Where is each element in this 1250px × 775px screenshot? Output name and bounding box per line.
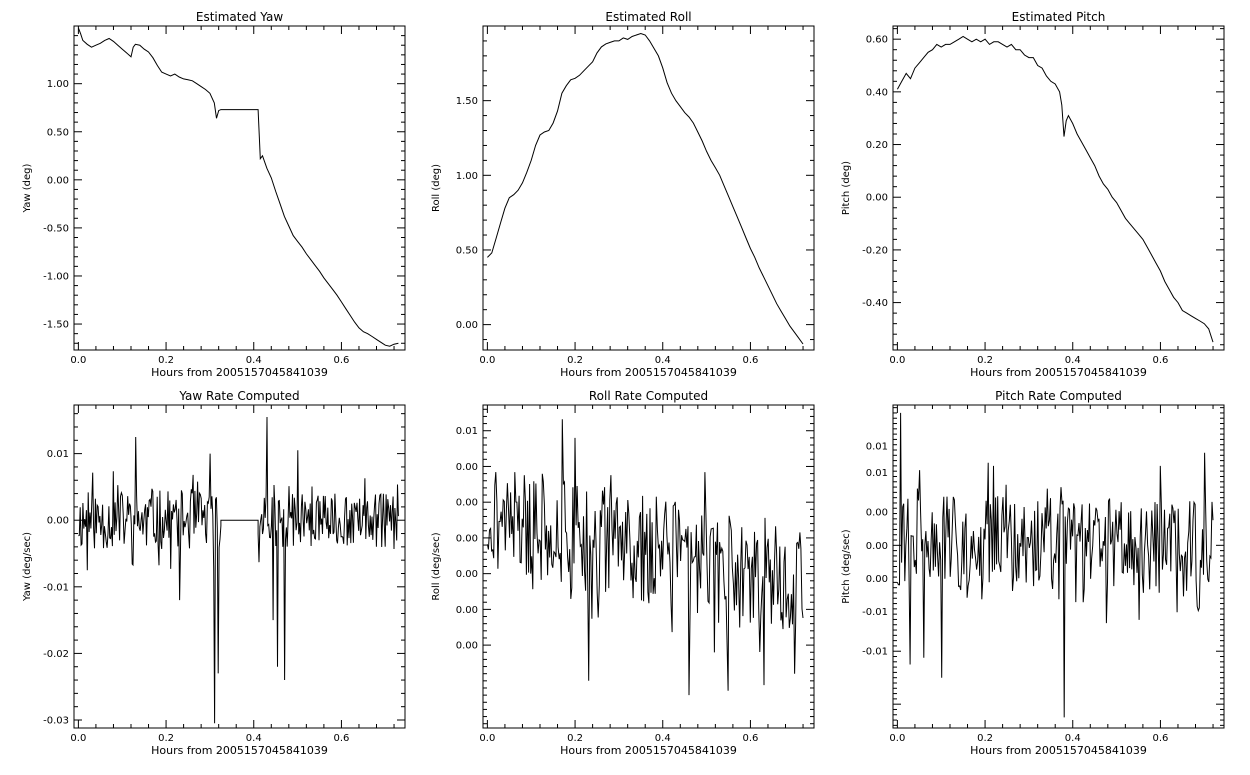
y-tick-label: 0.00 — [866, 541, 888, 552]
y-tick-label: 0.00 — [866, 574, 888, 585]
x-tick-label: 0.6 — [333, 355, 349, 366]
y-axis-label: Pitch (deg/sec) — [841, 529, 852, 604]
y-tick-label: 0.00 — [456, 498, 478, 509]
series-line — [77, 27, 399, 347]
x-axis-label: Hours from 2005157045841039 — [970, 744, 1147, 757]
y-tick-label: 0.01 — [866, 442, 888, 453]
x-tick-label: 0.0 — [479, 355, 495, 366]
chart-title: Roll Rate Computed — [589, 389, 708, 403]
x-tick-label: 0.0 — [479, 733, 495, 744]
x-tick-label: 0.4 — [1065, 733, 1081, 744]
y-axis-label: Yaw (deg/sec) — [22, 532, 33, 602]
x-tick-label: 0.0 — [70, 733, 86, 744]
y-tick-label: 0.01 — [47, 449, 69, 460]
y-tick-label: -0.50 — [43, 223, 69, 234]
y-tick-label: 1.50 — [456, 96, 478, 107]
chart-panel-5: Roll Rate Computed Hours from 20051570458… — [431, 389, 815, 757]
series-line — [896, 35, 1214, 343]
x-tick-label: 0.2 — [567, 355, 583, 366]
x-tick-label: 0.6 — [742, 733, 758, 744]
x-tick-label: 0.4 — [246, 733, 262, 744]
x-axis-label: Hours from 2005157045841039 — [560, 366, 737, 379]
chart-panel-3: Estimated Pitch Hours from 20051570458410… — [841, 10, 1225, 379]
x-tick-label: 0.4 — [246, 355, 262, 366]
y-tick-label: 0.60 — [866, 35, 888, 46]
y-tick-label: 0.01 — [456, 426, 478, 437]
x-tick-label: 0.0 — [889, 355, 905, 366]
plot-frame — [73, 404, 406, 729]
y-tick-label: 0.00 — [47, 516, 69, 527]
x-tick-label: 0.6 — [742, 355, 758, 366]
x-tick-label: 0.2 — [977, 733, 993, 744]
y-tick-label: -0.03 — [43, 716, 69, 727]
y-axis-label: Pitch (deg) — [841, 161, 852, 215]
y-tick-label: 1.00 — [47, 79, 69, 90]
y-tick-label: 0.00 — [456, 605, 478, 616]
y-tick-label: -0.02 — [43, 649, 69, 660]
chart-title: Pitch Rate Computed — [995, 389, 1122, 403]
x-axis-label: Hours from 2005157045841039 — [151, 744, 328, 757]
y-tick-label: 0.50 — [47, 127, 69, 138]
x-tick-label: 0.2 — [158, 733, 174, 744]
y-tick-label: 0.20 — [866, 140, 888, 151]
x-axis-label: Hours from 2005157045841039 — [560, 744, 737, 757]
x-tick-label: 0.4 — [655, 733, 671, 744]
x-axis-label: Hours from 2005157045841039 — [151, 366, 328, 379]
series-line — [487, 32, 804, 345]
x-tick-label: 0.4 — [655, 355, 671, 366]
x-tick-label: 0.6 — [333, 733, 349, 744]
x-tick-label: 0.2 — [567, 733, 583, 744]
x-tick-label: 0.6 — [1152, 733, 1168, 744]
x-tick-label: 0.0 — [70, 355, 86, 366]
y-tick-label: 0.00 — [456, 641, 478, 652]
chart-title: Estimated Yaw — [196, 10, 283, 24]
y-tick-label: 0.00 — [456, 569, 478, 580]
x-tick-label: 0.2 — [158, 355, 174, 366]
series-line — [78, 416, 399, 724]
y-tick-label: 0.40 — [866, 87, 888, 98]
y-tick-label: -0.01 — [43, 582, 69, 593]
y-tick-label: 0.01 — [866, 468, 888, 479]
chart-panel-1: Estimated Yaw Hours from 2005157045841039… — [22, 10, 406, 379]
x-tick-label: 0.6 — [1152, 355, 1168, 366]
y-tick-label: -1.00 — [43, 271, 69, 282]
y-tick-label: -0.01 — [862, 647, 888, 658]
chart-title: Yaw Rate Computed — [178, 389, 299, 403]
series-line — [896, 412, 1214, 718]
y-tick-label: 0.00 — [456, 320, 478, 331]
y-tick-label: 0.00 — [456, 533, 478, 544]
y-tick-label: 1.00 — [456, 171, 478, 182]
chart-title: Estimated Pitch — [1012, 10, 1106, 24]
chart-title: Estimated Roll — [605, 10, 691, 24]
chart-panel-6: Pitch Rate Computed Hours from 2005157045… — [841, 389, 1225, 757]
y-tick-label: 0.00 — [47, 175, 69, 186]
y-axis-label: Roll (deg) — [431, 164, 442, 212]
plot-frame — [482, 25, 815, 351]
y-tick-label: 0.00 — [866, 508, 888, 519]
y-tick-label: 0.00 — [456, 462, 478, 473]
y-tick-label: -0.01 — [862, 607, 888, 618]
y-tick-label: 0.00 — [866, 193, 888, 204]
x-tick-label: 0.0 — [889, 733, 905, 744]
y-tick-label: 0.50 — [456, 245, 478, 256]
x-tick-label: 0.4 — [1065, 355, 1081, 366]
y-tick-label: -0.20 — [862, 245, 888, 256]
chart-panel-4: Yaw Rate Computed Hours from 200515704584… — [22, 389, 406, 757]
y-axis-label: Yaw (deg) — [22, 163, 33, 213]
plot-frame — [73, 25, 406, 351]
y-tick-label: -1.50 — [43, 320, 69, 331]
series-line — [486, 419, 804, 696]
y-axis-label: Roll (deg/sec) — [431, 532, 442, 600]
y-tick-label: -0.40 — [862, 298, 888, 309]
x-axis-label: Hours from 2005157045841039 — [970, 366, 1147, 379]
chart-panel-2: Estimated Roll Hours from 200515704584103… — [431, 10, 815, 379]
x-tick-label: 0.2 — [977, 355, 993, 366]
plot-frame — [892, 25, 1225, 351]
